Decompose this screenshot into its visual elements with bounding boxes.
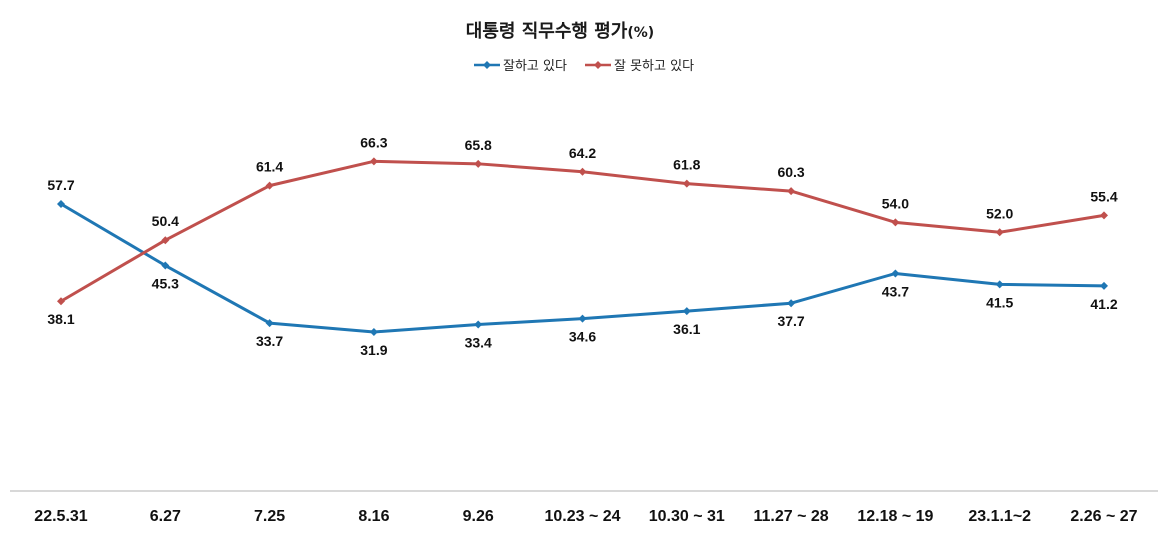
- data-label-approve: 37.7: [777, 313, 804, 329]
- legend: 잘하고 있다 잘 못하고 있다: [474, 59, 694, 74]
- legend-marker-approve: [483, 61, 491, 69]
- x-tick-label: 6.27: [150, 508, 181, 525]
- x-tick-label: 22.5.31: [34, 508, 87, 525]
- series-line-approve: [60, 202, 1105, 334]
- data-point-disapprove: [57, 297, 65, 306]
- data-point-disapprove: [1100, 211, 1108, 220]
- data-label-approve: 57.7: [47, 177, 74, 193]
- data-label-approve: 33.7: [256, 333, 283, 349]
- data-label-disapprove: 61.4: [256, 159, 283, 175]
- data-point-approve: [787, 299, 796, 308]
- data-label-disapprove: 54.0: [882, 195, 909, 211]
- data-label-disapprove: 65.8: [465, 137, 492, 153]
- data-label-disapprove: 50.4: [152, 213, 179, 229]
- data-point-approve: [995, 280, 1004, 289]
- x-tick-label: 11.27 ~ 28: [754, 508, 829, 525]
- data-label-approve: 33.4: [465, 335, 492, 351]
- data-point-approve: [369, 328, 378, 336]
- data-point-disapprove: [161, 236, 170, 245]
- x-tick-label: 12.18 ~ 19: [857, 508, 933, 525]
- data-label-disapprove: 66.3: [360, 134, 387, 150]
- legend-label-approve: 잘하고 있다: [503, 59, 567, 74]
- data-label-disapprove: 38.1: [47, 311, 74, 327]
- data-label-approve: 36.1: [673, 321, 700, 337]
- data-point-disapprove: [891, 218, 900, 227]
- data-label-disapprove: 55.4: [1090, 188, 1117, 204]
- data-point-approve: [1100, 281, 1108, 290]
- data-point-approve: [57, 200, 65, 208]
- data-label-approve: 45.3: [152, 276, 179, 292]
- x-tick-label: 2.26 ~ 27: [1070, 508, 1137, 525]
- data-point-approve: [891, 269, 900, 278]
- data-point-disapprove: [369, 157, 378, 166]
- data-label-disapprove: 60.3: [777, 164, 804, 180]
- chart-title-suffix: (%): [627, 25, 654, 41]
- x-tick-label: 23.1.1~2: [968, 508, 1031, 525]
- data-label-disapprove: 61.8: [673, 157, 700, 173]
- chart-title-main: 대통령 직무수행 평가: [466, 21, 628, 42]
- data-point-approve: [161, 261, 170, 270]
- data-point-disapprove: [682, 179, 691, 188]
- x-axis-ticks: 22.5.31 6.27 7.25 8.16 9.26 10.23 ~ 24 10.30 ~…: [34, 508, 1137, 525]
- data-point-approve: [265, 319, 274, 328]
- data-label-approve: 31.9: [360, 342, 387, 358]
- data-label-approve: 43.7: [882, 283, 909, 299]
- legend-label-disapprove: 잘 못하고 있다: [614, 59, 694, 74]
- data-point-approve: [682, 307, 691, 316]
- data-label-approve: 41.5: [986, 294, 1013, 310]
- x-tick-label: 7.25: [254, 508, 285, 525]
- x-tick-label: 10.23 ~ 24: [544, 508, 620, 525]
- data-point-disapprove: [578, 167, 587, 176]
- data-point-disapprove: [787, 187, 796, 196]
- data-point-approve: [474, 320, 483, 329]
- data-label-approve: 34.6: [569, 329, 596, 345]
- data-point-disapprove: [995, 228, 1004, 237]
- x-tick-label: 10.30 ~ 31: [649, 508, 725, 525]
- data-label-approve: 41.2: [1090, 296, 1117, 312]
- x-tick-label: 8.16: [358, 508, 389, 525]
- data-label-disapprove: 52.0: [986, 205, 1013, 221]
- chart-title: 대통령 직무수행 평가(%): [466, 21, 654, 42]
- plot-area: 57.7 45.3 33.7 31.9 33.4 34.6 36.1 37.7 43.7 41.5…: [47, 134, 1117, 358]
- x-tick-label: 9.26: [463, 508, 494, 525]
- data-point-approve: [578, 314, 587, 323]
- legend-marker-disapprove: [594, 61, 602, 69]
- data-label-disapprove: 64.2: [569, 145, 596, 161]
- data-point-disapprove: [474, 159, 483, 168]
- data-point-disapprove: [265, 181, 274, 190]
